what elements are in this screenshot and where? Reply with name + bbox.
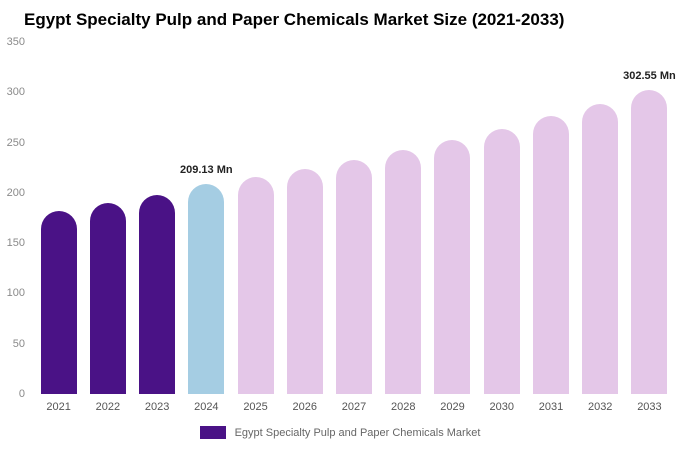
x-tick-label: 2021 (46, 401, 71, 413)
x-tick-label: 2026 (292, 401, 318, 413)
x-tick-label: 2032 (587, 401, 613, 413)
x-tick-label: 2028 (391, 401, 416, 413)
bar (188, 183, 225, 394)
chart-column: 2027 (329, 42, 378, 413)
legend-swatch (199, 426, 226, 439)
x-tick-label: 2033 (637, 401, 662, 413)
bar (483, 128, 520, 394)
x-tick-label: 2031 (538, 401, 564, 413)
bar (237, 176, 274, 394)
y-tick-label: 200 (6, 186, 25, 199)
bar-value-annotation: 302.55 Mn (623, 69, 676, 82)
y-tick-label: 150 (6, 237, 25, 250)
x-tick-label: 2022 (95, 401, 121, 413)
y-tick-label: 250 (6, 136, 25, 149)
y-tick-label: 100 (6, 287, 25, 300)
chart-column: 302.55 Mn 2033 (623, 42, 676, 413)
chart-column: 209.13 Mn 2024 (180, 42, 233, 413)
y-axis: 0 50 100 150 200 250 300 350 (0, 36, 34, 400)
bar (385, 149, 422, 394)
x-tick-label: 2023 (144, 401, 170, 413)
chart-column: 2022 (83, 42, 132, 413)
bar (336, 159, 373, 394)
x-tick-label: 2024 (194, 401, 219, 413)
plot-area: 2021 2022 2023 209.13 Mn 2024 2025 2026 2027 202… (34, 42, 676, 413)
x-tick-label: 2029 (440, 401, 465, 413)
chart-column: 2031 (526, 42, 575, 413)
bar (532, 116, 569, 394)
y-tick-label: 50 (12, 337, 25, 350)
x-tick-label: 2030 (489, 401, 514, 413)
bar-value-annotation: 209.13 Mn (180, 163, 233, 176)
chart-column: 2028 (379, 42, 428, 413)
bar (89, 202, 126, 394)
bar (40, 210, 77, 394)
chart-column: 2025 (231, 42, 280, 413)
y-tick-label: 300 (6, 86, 25, 99)
bar (139, 194, 176, 394)
x-tick-label: 2025 (243, 401, 268, 413)
chart-title: Egypt Specialty Pulp and Paper Chemicals… (24, 10, 565, 29)
chart-column: 2029 (428, 42, 477, 413)
chart-column: 2021 (34, 42, 83, 413)
chart-column: 2026 (280, 42, 329, 413)
y-tick-label: 350 (6, 36, 25, 48)
bar (631, 89, 668, 394)
chart-column: 2032 (576, 42, 625, 413)
chart-column: 2030 (477, 42, 526, 413)
bar (286, 168, 323, 394)
chart-area: 0 50 100 150 200 250 300 350 2021 2022 2023 209.13… (0, 36, 676, 413)
bar (434, 139, 471, 394)
legend-label: Egypt Specialty Pulp and Paper Chemicals… (234, 426, 481, 439)
legend: Egypt Specialty Pulp and Paper Chemicals… (0, 426, 680, 439)
x-tick-label: 2027 (341, 401, 367, 413)
y-tick-label: 0 (18, 388, 25, 400)
bar (582, 104, 619, 394)
chart-column: 2023 (132, 42, 181, 413)
